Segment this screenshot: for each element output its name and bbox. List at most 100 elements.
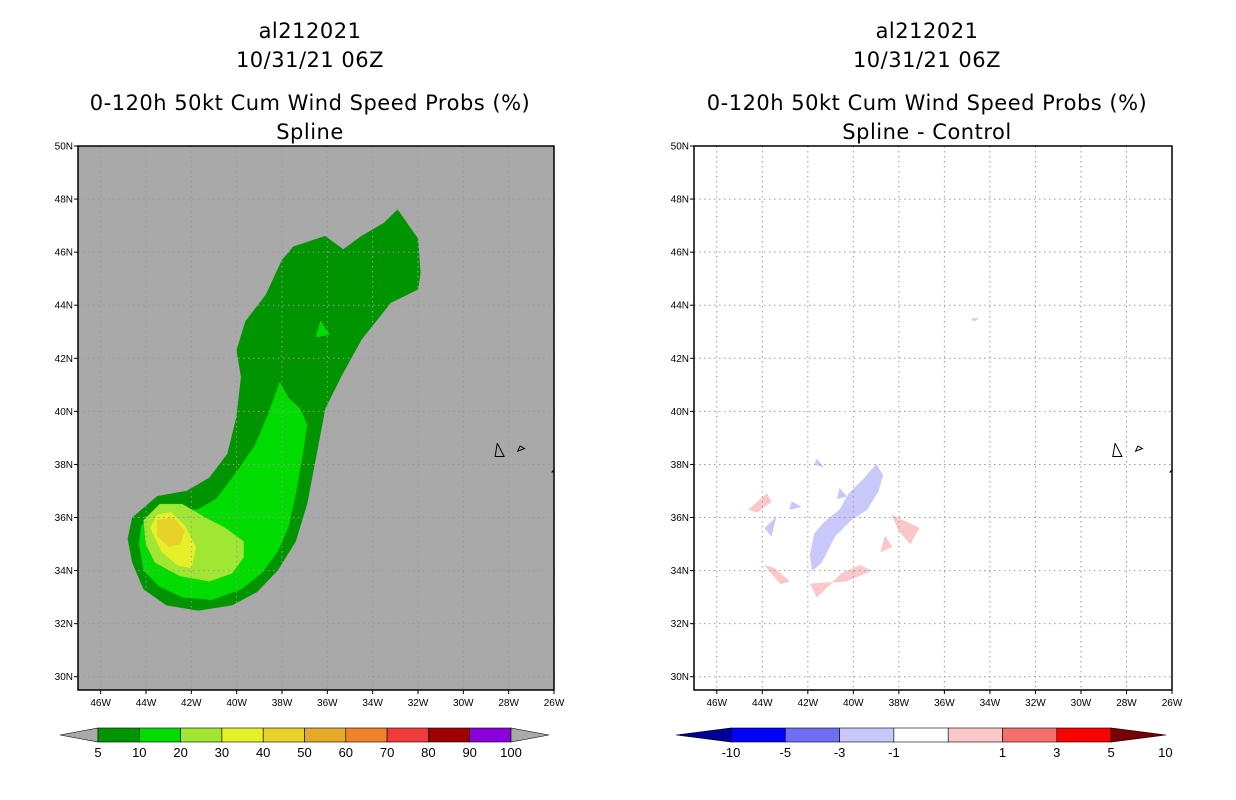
right-storm-id: al212021 — [875, 19, 979, 43]
right-y-tick-label: 32N — [671, 619, 689, 630]
right-x-tick-label: 34W — [980, 698, 1001, 709]
left-colorbar-end-arrow — [510, 727, 550, 743]
right-x-tick-label: 30W — [1071, 698, 1092, 709]
left-colorbar-label: 20 — [173, 745, 187, 760]
left-y-tick-label: 36N — [55, 513, 73, 524]
right-coastline — [1134, 445, 1144, 453]
right-x-tick-label: 36W — [934, 698, 955, 709]
left-y-tick-label: 44N — [55, 301, 73, 312]
left-coastline — [494, 442, 505, 457]
right-contour-1 — [748, 493, 772, 513]
right-colorbar-swatch — [1056, 727, 1112, 743]
left-x-tick-label: 32W — [408, 698, 429, 709]
left-colorbar-swatch — [221, 727, 264, 743]
left-x-tick-label: 46W — [90, 698, 111, 709]
right-chart-title: 0-120h 50kt Cum Wind Speed Probs (%) — [706, 91, 1148, 115]
left-panel: 46W 44W 42W 40W 38W 36W 34W 32W 30W 28W 26W 30N 32N 3… — [55, 142, 565, 710]
right-y-tick-label: 42N — [671, 354, 689, 365]
right-contour-1 — [763, 564, 791, 585]
left-chart-subtitle: Spline — [276, 120, 344, 144]
right-date: 10/31/21 06Z — [852, 48, 1002, 72]
left-chart-title: 0-120h 50kt Cum Wind Speed Probs (%) — [89, 91, 531, 115]
right-colorbar-start-arrow — [675, 727, 732, 743]
right-plot-frame — [693, 145, 1173, 691]
right-contour--3 — [837, 487, 847, 500]
left-coastline — [551, 468, 554, 473]
left-colorbar-label: 70 — [380, 745, 394, 760]
right-panel: 46W 44W 42W 40W 38W 36W 34W 32W 30W 28W 26W 30N 32N 3… — [671, 142, 1183, 710]
right-colorbar-label: -1 — [888, 745, 900, 760]
right-coastline — [1112, 442, 1123, 457]
right-contour--3 — [764, 516, 777, 537]
left-colorbar-swatch — [345, 727, 388, 743]
left-y-tick-label: 32N — [55, 619, 73, 630]
right-x-tick-label: 40W — [843, 698, 864, 709]
right-y-tick-label: 44N — [671, 301, 689, 312]
right-colorbar-end-arrow — [1110, 727, 1167, 743]
right-colorbar-label: -3 — [834, 745, 846, 760]
right-colorbar: -10 -5 -3 -1 1 3 5 10 — [675, 727, 1173, 760]
left-colorbar-swatch — [97, 727, 140, 743]
right-colorbar-label: 3 — [1053, 745, 1060, 760]
left-x-tick-label: 26W — [544, 698, 565, 709]
left-colorbar-label: 60 — [339, 745, 353, 760]
left-contour-10 — [315, 320, 331, 338]
left-plot-area — [78, 146, 554, 690]
right-plot-area — [694, 146, 1172, 690]
left-colorbar: 5 10 20 30 40 50 60 70 80 90 100 — [59, 727, 550, 760]
right-colorbar-label: 10 — [1158, 745, 1172, 760]
left-y-tick-label: 34N — [55, 566, 73, 577]
left-y-tick-label: 30N — [55, 672, 73, 683]
left-y-tick-label: 38N — [55, 460, 73, 471]
left-colorbar-swatch — [262, 727, 305, 743]
left-colorbar-label: 30 — [215, 745, 229, 760]
left-y-tick-label: 42N — [55, 354, 73, 365]
right-x-tick-label: 26W — [1162, 698, 1183, 709]
right-contour-1 — [880, 535, 893, 553]
left-colorbar-swatch — [428, 727, 470, 743]
right-x-tick-label: 44W — [752, 698, 773, 709]
right-y-tick-label: 34N — [671, 566, 689, 577]
right-y-tick-label: 40N — [671, 407, 689, 418]
right-colorbar-label: -10 — [722, 745, 741, 760]
left-colorbar-label: 5 — [94, 745, 101, 760]
left-colorbar-swatch — [139, 727, 181, 743]
left-x-tick-label: 36W — [317, 698, 338, 709]
left-storm-id: al212021 — [258, 19, 362, 43]
left-colorbar-label: 40 — [256, 745, 270, 760]
right-y-tick-label: 36N — [671, 513, 689, 524]
right-chart-subtitle: Spline - Control — [842, 120, 1012, 144]
left-x-tick-label: 42W — [181, 698, 202, 709]
right-x-tick-label: 32W — [1025, 698, 1046, 709]
right-colorbar-swatch — [893, 727, 949, 743]
left-colorbar-label: 90 — [462, 745, 476, 760]
left-colorbar-start-arrow — [59, 727, 99, 743]
right-colorbar-swatch — [784, 727, 840, 743]
left-x-tick-label: 38W — [272, 698, 293, 709]
left-y-tick-label: 50N — [55, 142, 73, 153]
right-y-tick-label: 50N — [671, 142, 689, 153]
left-x-tick-label: 40W — [226, 698, 247, 709]
right-y-tick-label: 38N — [671, 460, 689, 471]
right-colorbar-label: -5 — [780, 745, 792, 760]
right-y-tick-label: 46N — [671, 248, 689, 259]
right-contour--3 — [971, 318, 980, 322]
right-y-tick-label: 30N — [671, 672, 689, 683]
right-colorbar-swatch — [730, 727, 786, 743]
right-x-tick-label: 46W — [706, 698, 727, 709]
right-contour-1 — [809, 565, 873, 598]
left-y-tick-label: 48N — [55, 195, 73, 206]
left-y-tick-label: 40N — [55, 407, 73, 418]
left-colorbar-swatch — [180, 727, 223, 743]
right-x-tick-label: 42W — [798, 698, 819, 709]
left-x-tick-label: 30W — [453, 698, 474, 709]
right-colorbar-label: 5 — [1107, 745, 1114, 760]
left-colorbar-label: 80 — [421, 745, 435, 760]
left-colorbar-swatch — [304, 727, 347, 743]
left-colorbar-label: 10 — [132, 745, 146, 760]
right-y-tick-label: 48N — [671, 195, 689, 206]
left-x-tick-label: 28W — [498, 698, 519, 709]
left-coastline — [516, 445, 526, 453]
left-colorbar-swatch — [469, 727, 512, 743]
left-x-tick-label: 34W — [362, 698, 383, 709]
